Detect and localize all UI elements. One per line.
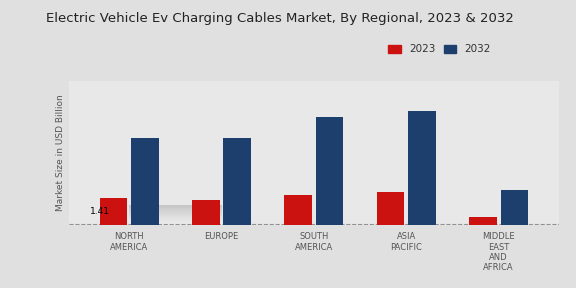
Bar [223,138,251,225]
Text: Electric Vehicle Ev Charging Cables Market, By Regional, 2023 & 2032: Electric Vehicle Ev Charging Cables Mark… [46,12,514,24]
Y-axis label: Market Size in USD Billion: Market Size in USD Billion [56,94,65,211]
Text: 1.41: 1.41 [90,206,111,216]
Bar [377,192,404,225]
Bar [131,138,159,225]
Bar [408,111,436,225]
Bar [100,198,127,225]
Bar [501,190,528,225]
Bar [316,117,343,225]
Bar [285,196,312,225]
Legend: 2023, 2032: 2023, 2032 [384,40,495,59]
Bar [469,217,497,225]
Bar [192,200,219,225]
